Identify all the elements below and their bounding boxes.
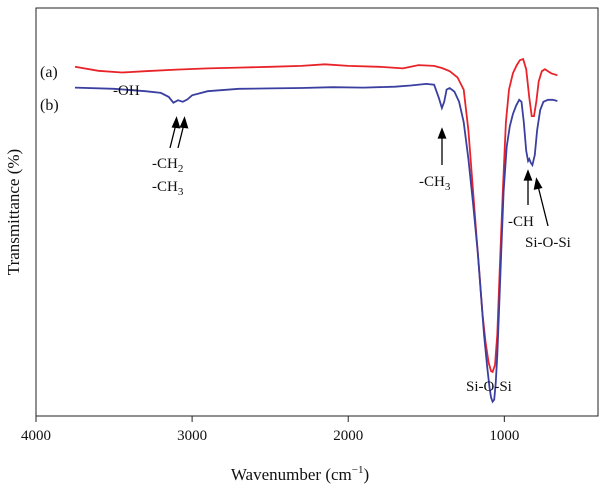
annotation-ch: -CH bbox=[508, 214, 534, 230]
annotation-ch2: -CH2 bbox=[152, 156, 183, 175]
arrowhead-ch3 bbox=[437, 127, 447, 139]
annotation-text: -CH bbox=[152, 179, 178, 195]
annotation-arrows bbox=[169, 116, 549, 227]
series-b-line bbox=[74, 82, 558, 404]
arrow-ch2-right bbox=[177, 123, 185, 149]
x-axis-title-close: ) bbox=[363, 465, 369, 484]
arrowhead-ch2-right bbox=[179, 116, 189, 129]
x-tick-label: 3000 bbox=[177, 428, 207, 444]
annotation-ch3-b: -CH3 bbox=[419, 174, 451, 193]
y-axis-title: Transmittance (%) bbox=[4, 149, 23, 275]
x-tick-label: 4000 bbox=[21, 428, 51, 444]
annotation-text: Si-O-Si bbox=[466, 379, 512, 395]
x-axis-title: Wavenumber (cm−1) bbox=[231, 464, 369, 484]
annotation-text: Si-O-Si bbox=[525, 235, 571, 251]
arrowhead-siosi bbox=[533, 177, 543, 190]
x-tick-label: 2000 bbox=[333, 428, 363, 444]
annotation-text: -OH bbox=[113, 83, 140, 99]
series-label-a: (a) bbox=[40, 64, 58, 81]
annotation-subscript: 3 bbox=[178, 186, 184, 198]
annotation-si-o-si-right: Si-O-Si bbox=[525, 235, 571, 251]
arrow-ch2-left bbox=[169, 123, 177, 149]
annotation-oh: -OH bbox=[113, 83, 140, 99]
arrow-siosi bbox=[537, 185, 549, 227]
arrowhead-ch2-left bbox=[171, 116, 181, 129]
annotation-subscript: 2 bbox=[178, 163, 184, 175]
x-tick-label: 1000 bbox=[489, 428, 519, 444]
annotation-text: -CH bbox=[419, 174, 445, 190]
x-axis: 4000 3000 2000 1000 bbox=[21, 416, 519, 444]
arrowhead-ch bbox=[523, 169, 533, 181]
x-axis-title-sup: −1 bbox=[352, 464, 364, 476]
series-a-line bbox=[74, 57, 558, 374]
annotation-text: -CH bbox=[152, 156, 178, 172]
plot-frame bbox=[35, 7, 599, 417]
annotation-ch3-a: -CH3 bbox=[152, 179, 184, 198]
x-axis-title-main: Wavenumber (cm bbox=[231, 465, 352, 484]
annotation-si-o-si-bottom: Si-O-Si bbox=[466, 379, 512, 395]
annotation-text: -CH bbox=[508, 214, 534, 230]
series-label-b: (b) bbox=[40, 97, 59, 114]
annotation-subscript: 3 bbox=[445, 181, 451, 193]
